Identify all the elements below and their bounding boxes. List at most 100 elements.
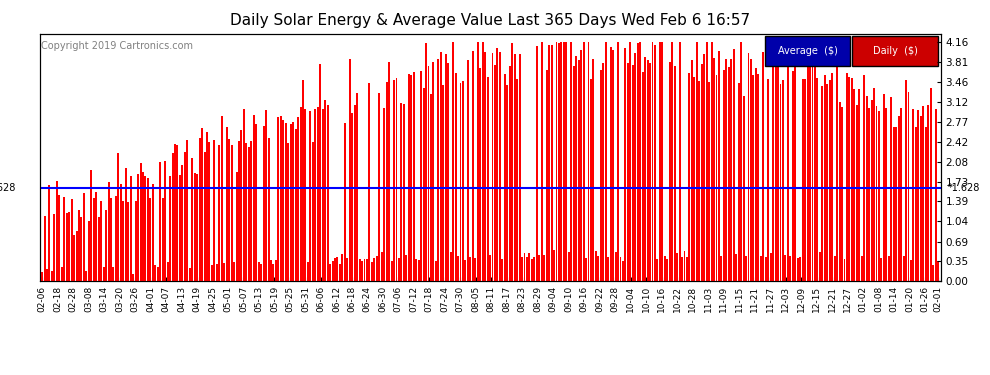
Bar <box>774 55 776 281</box>
Bar <box>482 42 484 281</box>
Bar <box>132 274 134 281</box>
Bar <box>174 144 176 281</box>
Bar <box>58 195 60 281</box>
Bar <box>555 42 557 281</box>
Bar <box>767 79 769 281</box>
Bar <box>55 182 57 281</box>
Bar <box>632 65 634 281</box>
Bar <box>930 88 932 281</box>
Bar <box>171 153 173 281</box>
Bar <box>843 258 845 281</box>
Bar <box>615 252 617 281</box>
Bar <box>683 251 685 281</box>
Bar <box>115 196 117 281</box>
Bar <box>342 254 344 281</box>
Bar <box>607 257 609 281</box>
Bar <box>661 42 663 281</box>
Bar <box>194 173 196 281</box>
Bar <box>110 198 112 281</box>
Bar <box>769 253 771 281</box>
Bar <box>521 257 523 281</box>
Bar <box>368 82 370 281</box>
Bar <box>80 217 82 281</box>
Bar <box>870 100 872 281</box>
Bar <box>221 117 223 281</box>
Bar <box>918 111 920 281</box>
Bar <box>123 201 125 281</box>
Text: Average  ($): Average ($) <box>778 46 838 56</box>
Bar <box>863 75 865 281</box>
Bar <box>65 213 67 281</box>
Bar <box>534 257 536 281</box>
Bar <box>827 84 829 281</box>
Bar <box>189 268 191 281</box>
Bar <box>592 60 594 281</box>
Bar <box>741 42 742 281</box>
Bar <box>418 260 420 281</box>
Bar <box>640 42 642 281</box>
Bar <box>548 45 550 281</box>
Bar <box>865 96 867 281</box>
Bar <box>270 260 272 281</box>
Bar <box>142 172 144 281</box>
Bar <box>73 235 75 281</box>
Bar <box>671 42 673 281</box>
Bar <box>764 257 766 281</box>
Bar <box>430 94 432 281</box>
Bar <box>166 262 168 281</box>
Bar <box>285 123 287 281</box>
Bar <box>656 259 658 281</box>
Bar <box>787 61 789 281</box>
Bar <box>226 128 228 281</box>
Bar <box>888 256 890 281</box>
Bar <box>469 257 471 281</box>
Bar <box>673 66 675 281</box>
Bar <box>130 176 132 281</box>
Bar <box>305 109 307 281</box>
Bar <box>747 53 749 281</box>
Bar <box>531 259 533 281</box>
Bar <box>376 256 378 281</box>
Bar <box>885 108 887 281</box>
Bar <box>898 116 900 281</box>
Bar <box>46 269 48 281</box>
Bar <box>378 93 380 281</box>
Text: *1.628: *1.628 <box>947 183 980 192</box>
Bar <box>85 271 87 281</box>
Bar <box>49 185 50 281</box>
Bar <box>913 109 915 281</box>
Bar <box>526 257 528 281</box>
Bar <box>726 58 728 281</box>
Bar <box>179 175 181 281</box>
Bar <box>868 108 870 281</box>
Bar <box>610 47 612 281</box>
Bar <box>410 75 412 281</box>
Bar <box>337 257 339 281</box>
Bar <box>895 127 897 281</box>
Bar <box>878 111 880 281</box>
Bar <box>832 72 834 281</box>
Bar <box>755 68 757 281</box>
Bar <box>60 267 62 281</box>
Bar <box>923 106 925 281</box>
Bar <box>120 184 122 281</box>
Bar <box>275 260 277 281</box>
Bar <box>314 109 316 281</box>
Bar <box>728 67 730 281</box>
Bar <box>393 80 395 281</box>
Bar <box>757 74 759 281</box>
Bar <box>822 86 824 281</box>
Bar <box>573 66 575 281</box>
Bar <box>568 252 570 281</box>
Bar <box>777 58 779 281</box>
Bar <box>504 74 506 281</box>
Bar <box>875 106 877 281</box>
Bar <box>447 63 449 281</box>
Bar <box>290 124 292 281</box>
Bar <box>236 172 238 281</box>
Bar <box>908 92 910 281</box>
Bar <box>646 60 648 281</box>
Bar <box>351 113 353 281</box>
Bar <box>128 202 130 281</box>
Bar <box>659 42 661 281</box>
